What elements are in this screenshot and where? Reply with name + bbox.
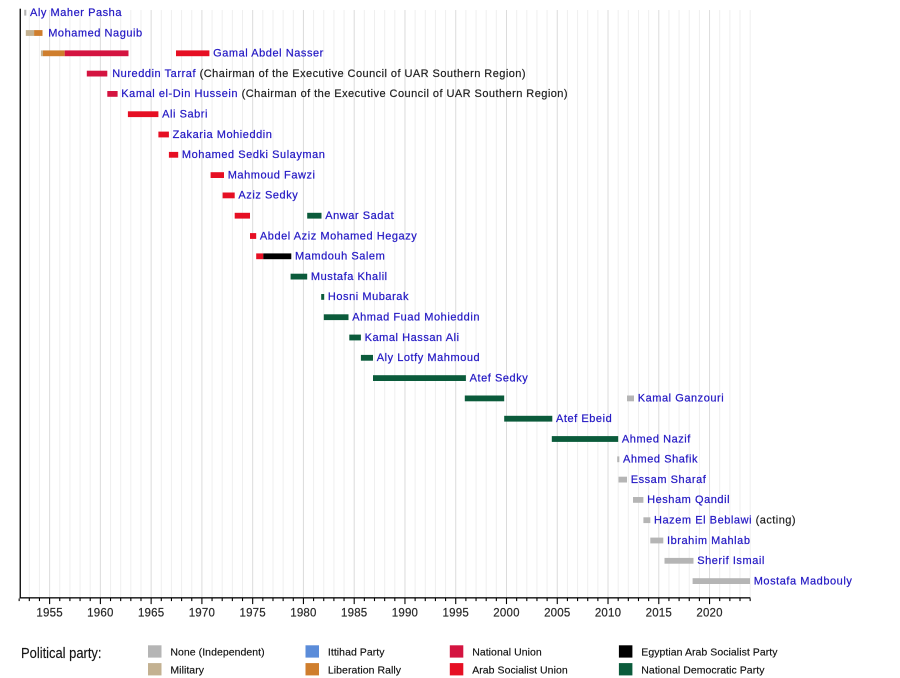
svg-text:National Union: National Union <box>472 647 542 659</box>
svg-text:Ibrahim Mahlab: Ibrahim Mahlab <box>667 535 751 547</box>
svg-text:Mohamed Sedki Sulayman: Mohamed Sedki Sulayman <box>182 149 326 161</box>
svg-text:Military: Military <box>170 665 204 677</box>
svg-text:Aziz Sedky: Aziz Sedky <box>238 190 298 202</box>
svg-text:Atef Sedky: Atef Sedky <box>470 372 529 384</box>
svg-text:2015: 2015 <box>646 608 672 620</box>
svg-text:Liberation Rally: Liberation Rally <box>328 665 402 677</box>
svg-text:None (Independent): None (Independent) <box>170 647 264 659</box>
svg-text:Political party:: Political party: <box>21 646 102 662</box>
svg-text:1995: 1995 <box>443 608 469 620</box>
svg-text:Mostafa Madbouly: Mostafa Madbouly <box>754 575 853 587</box>
svg-text:Abdel Aziz Mohamed Hegazy: Abdel Aziz Mohamed Hegazy <box>260 230 417 242</box>
svg-text:1965: 1965 <box>138 608 164 620</box>
svg-text:Ahmed Nazif: Ahmed Nazif <box>622 433 691 445</box>
svg-text:1985: 1985 <box>341 608 367 620</box>
svg-text:2000: 2000 <box>493 608 519 620</box>
svg-text:1980: 1980 <box>290 608 316 620</box>
svg-text:Nureddin Tarraf (Chairman of t: Nureddin Tarraf (Chairman of the Executi… <box>112 68 526 80</box>
svg-text:Aly Maher Pasha: Aly Maher Pasha <box>30 7 122 19</box>
svg-text:1960: 1960 <box>87 608 113 620</box>
svg-text:Ittihad Party: Ittihad Party <box>328 647 385 659</box>
svg-text:Atef Ebeid: Atef Ebeid <box>556 413 612 425</box>
svg-text:Sherif Ismail: Sherif Ismail <box>697 555 765 567</box>
svg-text:1955: 1955 <box>36 608 62 620</box>
svg-text:2005: 2005 <box>544 608 570 620</box>
svg-text:Zakaria Mohieddin: Zakaria Mohieddin <box>173 129 273 141</box>
svg-text:2010: 2010 <box>595 608 621 620</box>
svg-text:Ahmad Fuad Mohieddin: Ahmad Fuad Mohieddin <box>352 312 480 324</box>
svg-text:Anwar Sadat: Anwar Sadat <box>325 210 394 222</box>
svg-text:Hesham Qandil: Hesham Qandil <box>647 494 730 506</box>
svg-text:Mustafa Khalil: Mustafa Khalil <box>311 271 388 283</box>
svg-text:Hosni Mubarak: Hosni Mubarak <box>328 291 409 303</box>
svg-text:Egyptian Arab Socialist Party: Egyptian Arab Socialist Party <box>641 647 778 659</box>
svg-text:Ahmed Shafik: Ahmed Shafik <box>623 454 698 466</box>
svg-text:Kamal Ganzouri: Kamal Ganzouri <box>638 393 725 405</box>
svg-text:Aly Lotfy Mahmoud: Aly Lotfy Mahmoud <box>377 352 481 364</box>
svg-text:National Democratic Party: National Democratic Party <box>641 665 765 677</box>
svg-text:1975: 1975 <box>239 608 265 620</box>
svg-text:2020: 2020 <box>696 608 722 620</box>
svg-text:1970: 1970 <box>189 608 215 620</box>
svg-text:Ali Sabri: Ali Sabri <box>162 109 208 121</box>
svg-text:Mamdouh Salem: Mamdouh Salem <box>295 251 385 263</box>
svg-text:Mahmoud Fawzi: Mahmoud Fawzi <box>228 169 316 181</box>
svg-text:Essam Sharaf: Essam Sharaf <box>631 474 707 486</box>
svg-text:Mohamed Naguib: Mohamed Naguib <box>48 27 143 39</box>
svg-text:Gamal Abdel Nasser: Gamal Abdel Nasser <box>213 48 324 60</box>
svg-text:Arab Socialist Union: Arab Socialist Union <box>472 665 568 677</box>
svg-text:Hazem El Beblawi (acting): Hazem El Beblawi (acting) <box>654 515 796 527</box>
svg-text:Kamal el-Din Hussein (Chairman: Kamal el-Din Hussein (Chairman of the Ex… <box>121 88 568 100</box>
svg-text:Kamal Hassan Ali: Kamal Hassan Ali <box>365 332 460 344</box>
svg-text:1990: 1990 <box>392 608 418 620</box>
